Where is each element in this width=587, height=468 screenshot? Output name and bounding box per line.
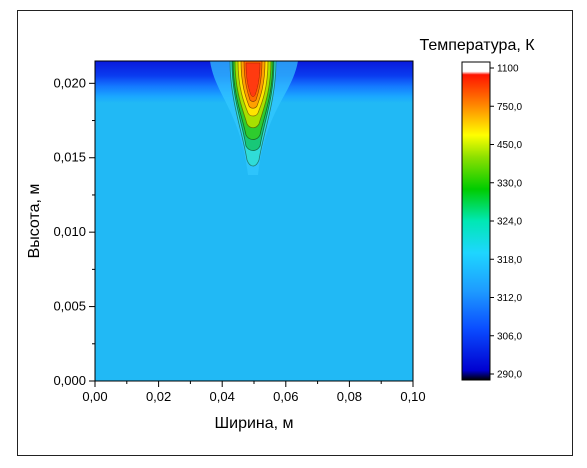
y-axis: 0,000 0,005 0,010 0,015 0,020 bbox=[53, 75, 95, 388]
contour-field bbox=[95, 61, 413, 381]
x-tick-label: 0,06 bbox=[273, 389, 298, 404]
y-tick-label: 0,020 bbox=[53, 75, 86, 90]
colorbar-tick-label: 450,0 bbox=[497, 140, 522, 151]
colorbar-tick-label: 318,0 bbox=[497, 255, 522, 266]
y-tick-label: 0,010 bbox=[53, 224, 86, 239]
colorbar-tick-label: 330,0 bbox=[497, 178, 522, 189]
x-tick-label: 0,10 bbox=[400, 389, 425, 404]
y-tick-label: 0,015 bbox=[53, 150, 86, 165]
x-axis-title: Ширина, м bbox=[214, 415, 293, 432]
colorbar-gradient bbox=[461, 61, 491, 381]
colorbar-tick-label: 750,0 bbox=[497, 102, 522, 113]
colorbar-title: Температура, К bbox=[419, 37, 535, 54]
colorbar-tick-label: 1100 bbox=[497, 64, 519, 75]
x-tick-label: 0,08 bbox=[337, 389, 362, 404]
colorbar-ticks: 290,0 306,0 312,0 318,0 324,0 330,0 450,0 750,0… bbox=[490, 64, 522, 381]
colorbar-tick-label: 312,0 bbox=[497, 293, 522, 304]
x-tick-label: 0,04 bbox=[210, 389, 235, 404]
y-tick-label: 0,005 bbox=[53, 299, 86, 314]
x-tick-label: 0,02 bbox=[146, 389, 171, 404]
y-axis-title: Высота, м bbox=[26, 184, 43, 259]
colorbar-tick-label: 290,0 bbox=[497, 370, 522, 381]
colorbar-tick-label: 324,0 bbox=[497, 217, 522, 228]
contour-level-8 bbox=[245, 62, 261, 97]
y-tick-label: 0,000 bbox=[53, 373, 86, 388]
x-tick-label: 0,00 bbox=[82, 389, 107, 404]
colorbar-tick-label: 306,0 bbox=[497, 331, 522, 342]
x-axis: 0,00 0,02 0,04 0,06 0,08 0,10 bbox=[82, 381, 426, 404]
